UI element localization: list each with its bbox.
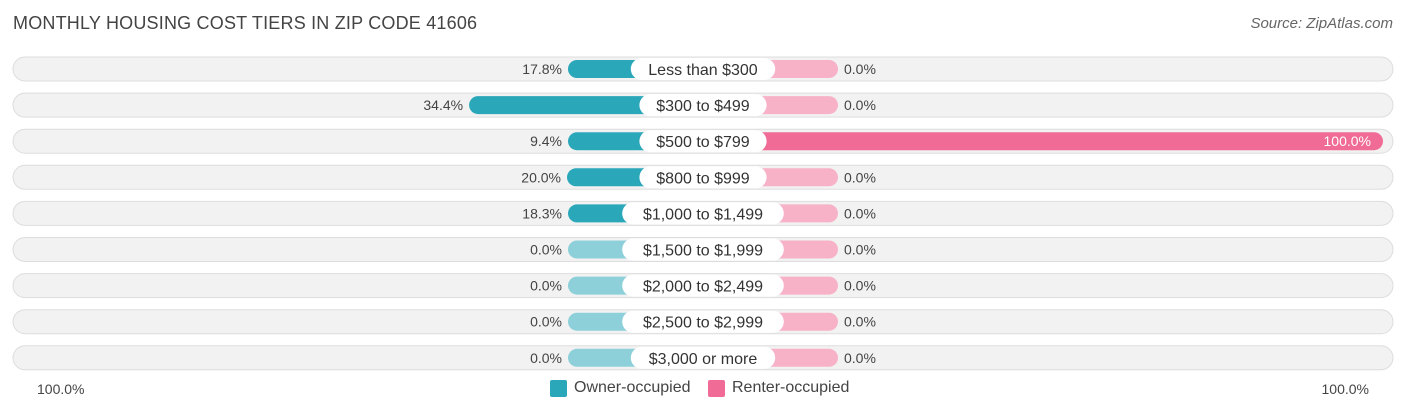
owner-value-label: 0.0% [530, 278, 562, 294]
chart-row: 18.3% 0.0% $1,000 to $1,499 [12, 200, 1394, 226]
axis-right-label: 100.0% [1321, 381, 1369, 397]
category-pill [639, 130, 767, 153]
category-pill [622, 238, 784, 261]
legend-item-owner[interactable]: Owner-occupied [550, 379, 691, 397]
category-label: $3,000 or more [649, 351, 758, 368]
category-label: $2,500 to $2,999 [643, 315, 763, 332]
category-label: $2,000 to $2,499 [643, 279, 763, 296]
renter-value-label: 0.0% [844, 350, 876, 366]
diverging-bar-chart: 17.8% 0.0% Less than $300 34.4% 0.0% $300 to … [12, 56, 1394, 371]
category-pill [622, 202, 784, 225]
chart-row: 0.0% 0.0% $3,000 or more [12, 345, 1394, 371]
legend-swatch-owner [550, 379, 567, 397]
renter-value-label: 0.0% [844, 61, 876, 77]
owner-value-label: 34.4% [423, 97, 463, 113]
chart-row: 20.0% 0.0% $800 to $999 [12, 164, 1394, 190]
category-label: $800 to $999 [656, 170, 750, 187]
renter-value-label: 0.0% [844, 97, 876, 113]
chart-source: Source: ZipAtlas.com [1250, 15, 1393, 32]
owner-value-label: 20.0% [521, 169, 561, 185]
renter-value-label: 0.0% [844, 242, 876, 258]
legend: Owner-occupied Renter-occupied [0, 379, 1406, 401]
owner-value-label: 17.8% [522, 61, 562, 77]
renter-value-label: 0.0% [844, 278, 876, 294]
chart-row: 17.8% 0.0% Less than $300 [12, 56, 1394, 82]
axis-left-label: 100.0% [37, 381, 85, 397]
legend-item-renter[interactable]: Renter-occupied [708, 379, 849, 397]
category-label: $1,500 to $1,999 [643, 243, 763, 260]
category-label: $1,000 to $1,499 [643, 206, 763, 223]
chart-row: 0.0% 0.0% $2,000 to $2,499 [12, 273, 1394, 299]
category-pill [622, 310, 784, 333]
category-pill [630, 346, 776, 369]
category-label: $500 to $799 [656, 134, 750, 151]
renter-value-label: 0.0% [844, 169, 876, 185]
category-pill [639, 94, 767, 117]
category-label: Less than $300 [648, 62, 758, 79]
owner-value-label: 0.0% [530, 242, 562, 258]
owner-value-label: 0.0% [530, 314, 562, 330]
chart-row: 0.0% 0.0% $2,500 to $2,999 [12, 309, 1394, 335]
chart-row: 34.4% 0.0% $300 to $499 [12, 92, 1394, 118]
owner-value-label: 0.0% [530, 350, 562, 366]
category-label: $300 to $499 [656, 98, 750, 115]
renter-value-label: 0.0% [844, 314, 876, 330]
legend-swatch-renter [708, 379, 725, 397]
legend-label-renter: Renter-occupied [732, 379, 850, 396]
chart-row: 0.0% 0.0% $1,500 to $1,999 [12, 237, 1394, 262]
category-pill [639, 166, 767, 189]
category-pill [630, 58, 776, 80]
renter-value-label: 100.0% [1324, 133, 1371, 149]
legend-label-owner: Owner-occupied [574, 379, 691, 396]
chart-title: MONTHLY HOUSING COST TIERS IN ZIP CODE 4… [13, 13, 478, 33]
owner-value-label: 18.3% [522, 205, 562, 221]
owner-value-label: 9.4% [530, 133, 562, 149]
renter-bar [703, 132, 1383, 151]
chart-row: 9.4% 100.0% $500 to $799 [12, 128, 1394, 154]
category-pill [622, 274, 784, 297]
renter-value-label: 0.0% [844, 205, 876, 221]
